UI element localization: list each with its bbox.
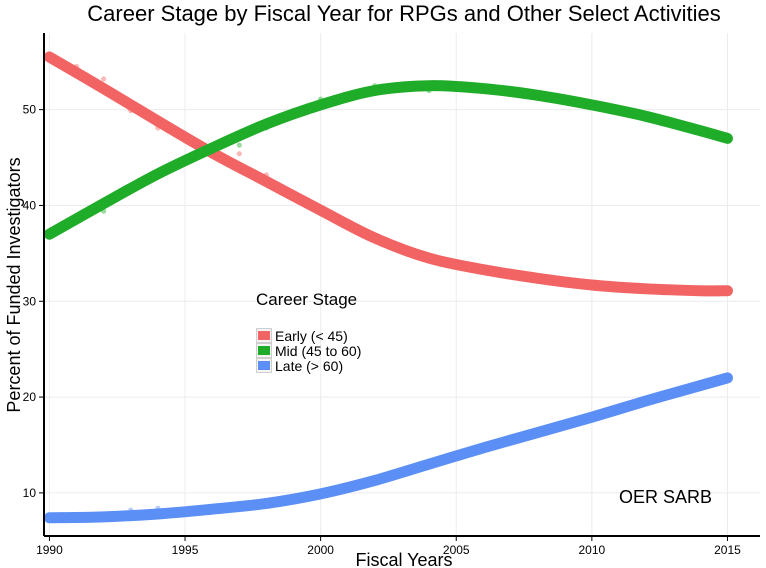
x-tick-label: 2000 bbox=[307, 543, 334, 557]
data-point-early bbox=[236, 151, 242, 157]
y-tick-label: 50 bbox=[23, 103, 37, 117]
trend-line-late bbox=[43, 372, 733, 524]
series-early bbox=[43, 51, 733, 297]
legend-title: Career Stage bbox=[256, 290, 357, 309]
data-point-early bbox=[101, 76, 107, 82]
legend-items: Early (< 45)Mid (45 to 60)Late (> 60) bbox=[256, 328, 361, 374]
series-layer bbox=[43, 51, 733, 524]
chart-title: Career Stage by Fiscal Year for RPGs and… bbox=[87, 1, 720, 26]
y-tick-label: 20 bbox=[23, 390, 37, 404]
trend-line-early bbox=[43, 51, 733, 297]
x-tick-label: 2010 bbox=[578, 543, 605, 557]
series-mid bbox=[43, 80, 733, 240]
legend-label-early: Early (< 45) bbox=[275, 328, 348, 344]
data-point-mid bbox=[236, 142, 242, 148]
y-axis-title: Percent of Funded Investigators bbox=[4, 157, 24, 412]
legend-swatch-early bbox=[258, 331, 270, 340]
trend-line-mid bbox=[43, 80, 733, 240]
x-tick-label: 1990 bbox=[36, 543, 63, 557]
y-tick-label: 10 bbox=[23, 486, 37, 500]
y-tick-label: 30 bbox=[23, 294, 37, 308]
series-late bbox=[43, 372, 733, 524]
x-axis-title: Fiscal Years bbox=[355, 550, 452, 568]
legend-swatch-late bbox=[258, 361, 270, 370]
legend-label-late: Late (> 60) bbox=[275, 358, 343, 374]
source-annotation: OER SARB bbox=[619, 487, 712, 507]
x-tick-label: 2005 bbox=[443, 543, 470, 557]
legend-swatch-mid bbox=[258, 346, 270, 355]
y-tick-label: 40 bbox=[23, 198, 37, 212]
x-tick-label: 2015 bbox=[714, 543, 741, 557]
legend: Career Stage Early (< 45)Mid (45 to 60)L… bbox=[256, 290, 361, 374]
x-tick-label: 1995 bbox=[172, 543, 199, 557]
legend-label-mid: Mid (45 to 60) bbox=[275, 343, 361, 359]
axis-ticks: 1990 1995 2000 2005 2010 2015 10 20 30 40 50 bbox=[23, 103, 741, 557]
